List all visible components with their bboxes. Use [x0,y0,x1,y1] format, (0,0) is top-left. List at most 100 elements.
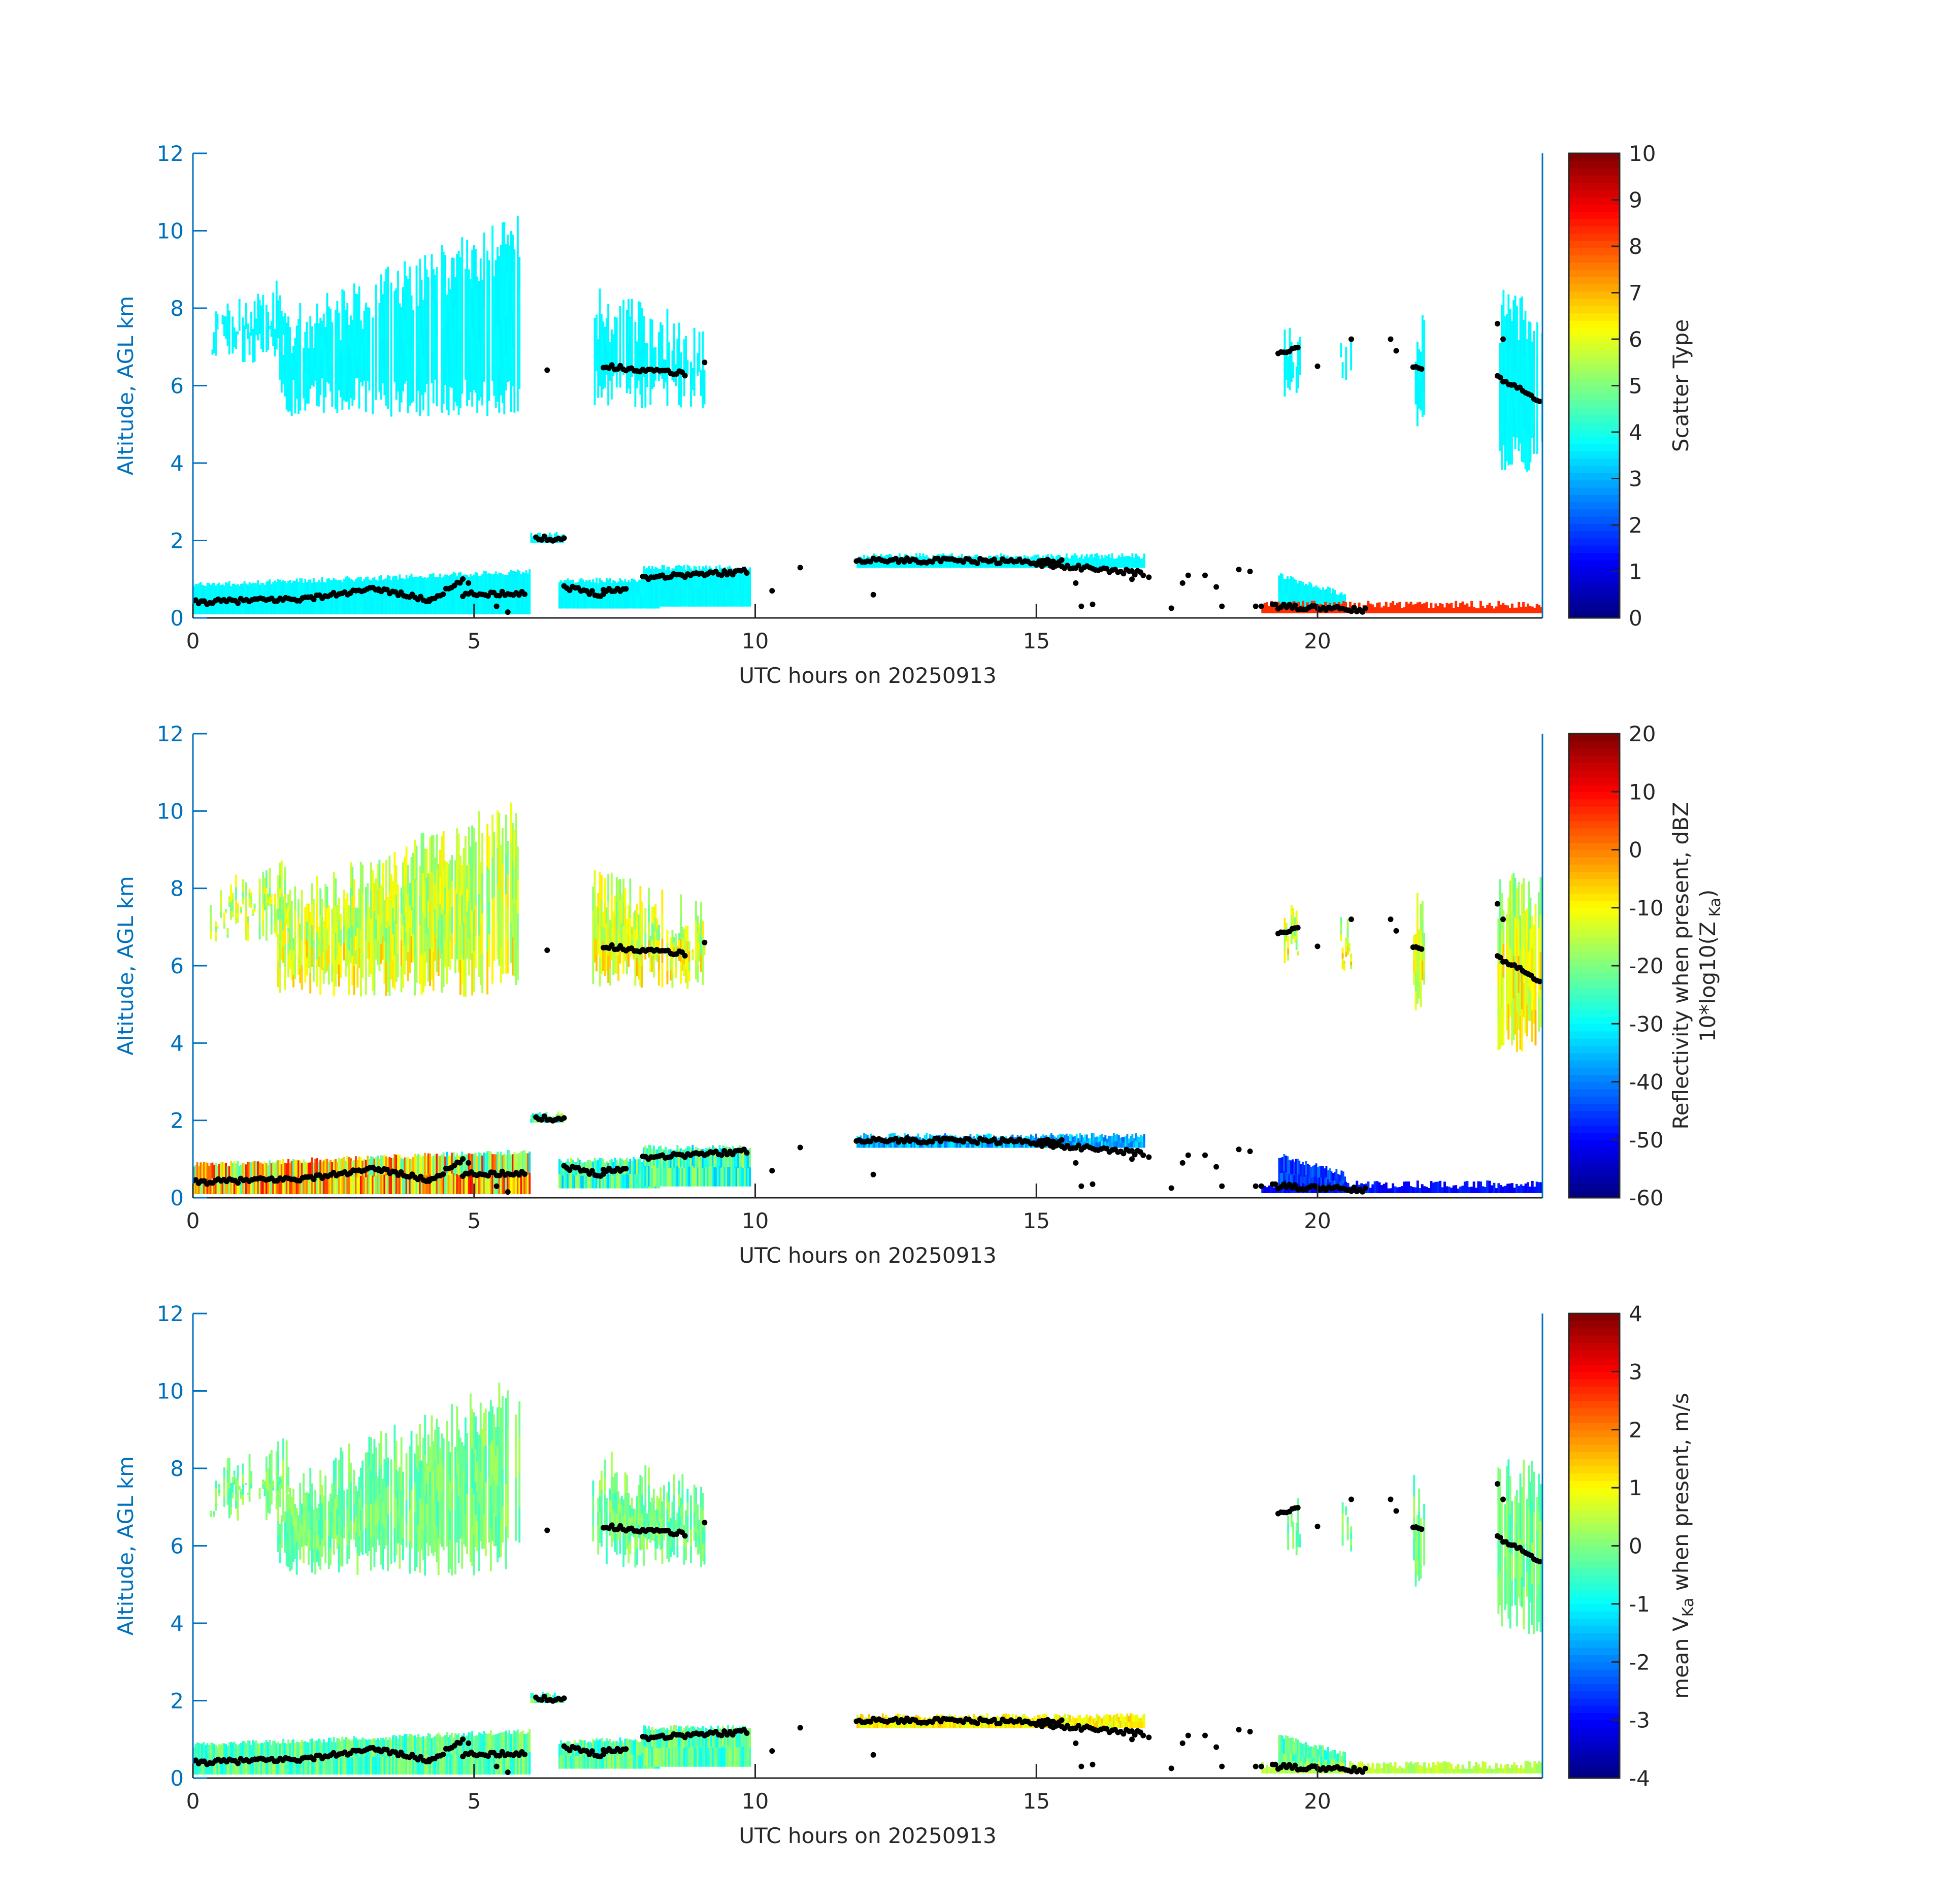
cloud-base-point [623,586,629,592]
colorbar-tick-label: 1 [1629,1475,1642,1500]
cloud-base-point [1292,602,1298,608]
x-tick-label: 5 [467,629,481,653]
cloud-base-point [1388,1496,1394,1502]
cloud-base-point [505,1769,511,1776]
cloud-base-point [1202,1152,1208,1158]
cloud-base-point [1185,1152,1191,1158]
colorbar-tick-label: -4 [1629,1766,1650,1791]
cloud-base-point [1132,1732,1138,1738]
cloud-base-point [1314,943,1321,949]
echo-region [1499,289,1542,472]
colorbar-tick-label: 3 [1629,1359,1642,1384]
colorbar-tick-label: 7 [1629,281,1642,306]
cloud-base-point [1202,572,1208,578]
cloud-base-point [466,580,472,586]
cloud-base-point [1494,1481,1500,1487]
cloud-base-point [1140,1152,1146,1158]
cloud-base-point [1497,374,1503,380]
cloud-base-point [1236,567,1242,573]
colorbar-label: Scatter Type [1668,319,1693,452]
cloud-base-point [384,1166,390,1172]
cloud-base-point [769,1168,775,1174]
colorbar-tick-label: -30 [1629,1011,1664,1036]
cloud-base-point [1078,603,1084,609]
cloud-base-point [1500,916,1506,923]
cloud-base-point [702,939,708,945]
y-tick-label: 10 [157,1379,184,1404]
cloud-base-point [1537,399,1542,404]
cloud-base-point [1213,584,1220,590]
colorbar-tick-label: 10 [1629,779,1656,804]
cloud-base-point [235,1180,241,1186]
echo-region [1287,1498,1301,1556]
colorbar-label-line2: 10*log10(Z Ka) [1695,890,1724,1042]
x-tick-label: 15 [1023,1208,1050,1233]
cloud-base-point [1185,1732,1191,1738]
cloud-base-point [521,591,528,597]
x-tick-label: 10 [742,1789,769,1814]
cloud-base-point [797,1725,803,1731]
cloud-base-point [870,592,876,598]
cloud-base-point [521,1751,528,1757]
colorbar-tick-label: 2 [1629,1418,1642,1442]
y-tick-label: 8 [170,876,184,901]
y-tick-label: 0 [170,1186,184,1210]
cloud-base-point [997,1720,1003,1726]
cloud-base-point [1388,916,1394,923]
cloud-base-point [1146,1154,1152,1160]
cloud-base-point [609,1522,615,1528]
cloud-base-point [1129,1156,1135,1162]
echo-field [193,1383,1542,1776]
cloud-base-point [609,362,615,368]
echo-region [1414,315,1426,426]
cloud-base-point [440,1171,446,1177]
cloud-base-point [1219,1763,1225,1769]
cloud-base-point [1075,1723,1081,1729]
y-tick-label: 4 [170,451,184,476]
cloud-base-point [623,1746,629,1752]
cloud-base-point [466,1740,472,1746]
cloud-base-point [1132,572,1138,578]
cloud-base-point [544,1527,550,1533]
y-tick-label: 0 [170,606,184,631]
colorbar-label-line1: Reflectivity when present, dBZ [1668,802,1693,1129]
cloud-base-point [235,600,241,606]
colorbar-tick-label: -20 [1629,954,1664,978]
cloud-base-markers [193,901,1542,1195]
cloud-base-point [505,1189,511,1195]
cloud-base-point [1419,366,1425,372]
x-tick-label: 10 [742,629,769,653]
echo-field [193,215,1542,615]
cloud-base-point [1247,1729,1253,1734]
cloud-base-point [1497,955,1503,961]
cloud-base-point [544,367,550,373]
colorbar-tick-label: 20 [1629,721,1656,746]
cloud-base-point [1168,1765,1174,1771]
cloud-base-point [718,1732,725,1738]
cloud-base-point [440,592,446,597]
cloud-base-point [1059,557,1065,563]
cloud-base-point [1362,1185,1368,1191]
colorbar: 0 1 2 3 4 5 6 7 8 9 10 Scatter Type [1568,141,1693,631]
cloud-base-point [544,947,550,953]
cloud-base-point [1059,1137,1065,1143]
cloud-base-point [1362,1765,1368,1771]
cloud-base-point [702,359,708,366]
cloud-base-point [1247,1148,1253,1155]
cloud-base-point [1272,1181,1278,1187]
cloud-base-point [974,560,980,566]
cloud-base-point [991,1136,997,1142]
cloud-base-point [1258,1763,1264,1769]
y-tick-label: 8 [170,1456,184,1481]
cloud-base-point [797,1144,803,1151]
cloud-base-point [497,1753,503,1759]
cloud-base-point [974,1140,980,1146]
cloud-base-point [997,1140,1003,1146]
y-tick-label: 6 [170,954,184,978]
colorbar-tick-label: 0 [1629,838,1642,863]
cloud-base-point [497,1172,503,1178]
x-tick-label: 5 [467,1208,481,1233]
cloud-base-point [1314,363,1321,369]
